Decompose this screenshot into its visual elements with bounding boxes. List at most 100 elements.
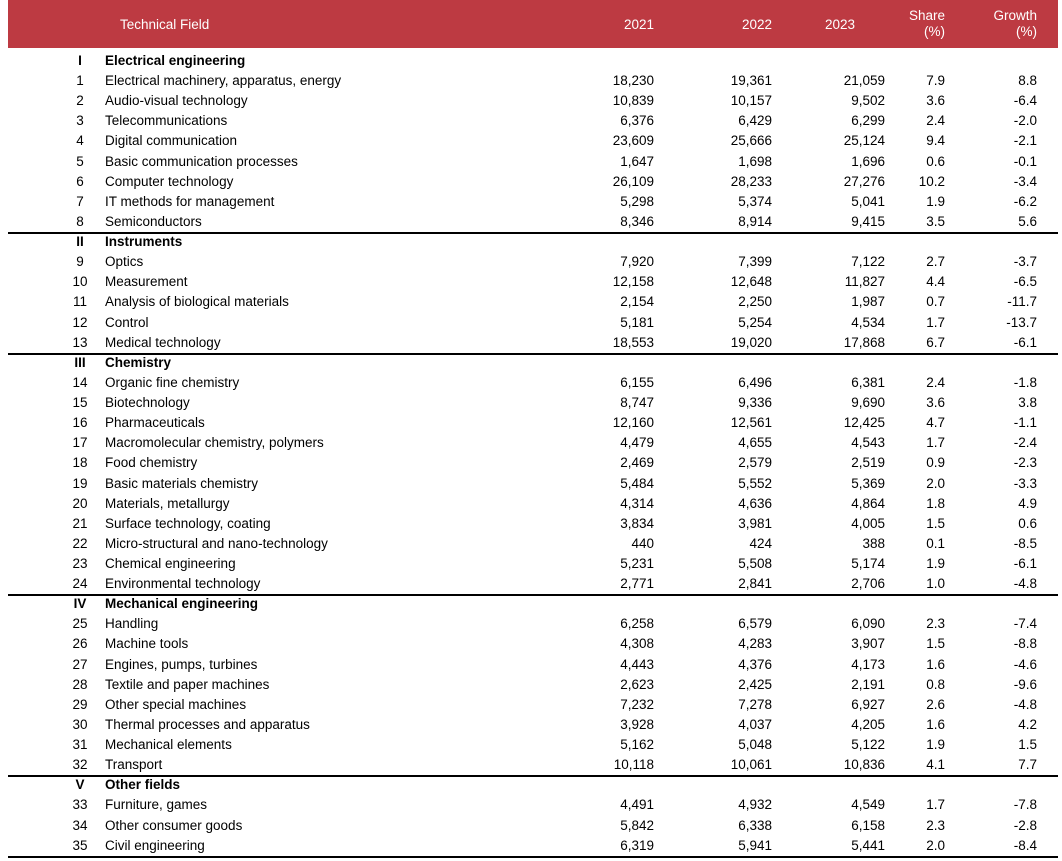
- share: 0.7: [926, 294, 945, 310]
- field-name: Biotechnology: [105, 395, 190, 411]
- growth: -8.8: [1013, 636, 1037, 652]
- value-2022: 6,338: [738, 817, 772, 833]
- value-2021: 4,308: [620, 636, 654, 652]
- growth: -6.4: [1013, 93, 1037, 109]
- value-2023: 2,191: [851, 676, 885, 692]
- field-name: IT methods for management: [105, 193, 275, 209]
- header-bar: [8, 0, 1058, 48]
- value-2022: 19,020: [730, 334, 772, 350]
- value-2022: 6,579: [738, 616, 772, 632]
- value-2022: 4,655: [738, 435, 772, 451]
- share: 7.9: [926, 73, 945, 89]
- value-2021: 26,109: [612, 173, 654, 189]
- field-name: Machine tools: [105, 636, 189, 652]
- value-2022: 5,552: [738, 475, 772, 491]
- row-number: 11: [72, 294, 87, 310]
- share: 6.7: [926, 334, 945, 350]
- value-2023: 9,502: [851, 93, 885, 109]
- value-2023: 11,827: [844, 274, 885, 290]
- value-2021: 440: [631, 535, 654, 551]
- share: 10.2: [918, 173, 945, 189]
- value-2022: 6,496: [738, 374, 772, 390]
- value-2023: 6,927: [851, 696, 885, 712]
- value-2023: 2,519: [851, 455, 885, 471]
- value-2023: 7,122: [851, 254, 885, 270]
- value-2023: 1,987: [851, 294, 885, 310]
- value-2021: 18,230: [612, 73, 654, 89]
- field-name: Analysis of biological materials: [105, 294, 289, 310]
- value-2022: 3,981: [738, 515, 772, 531]
- value-2023: 4,205: [851, 716, 885, 732]
- value-2023: 388: [862, 535, 885, 551]
- value-2023: 6,381: [851, 374, 885, 390]
- row-number: 22: [72, 535, 88, 551]
- share: 2.4: [926, 113, 945, 129]
- row-number: 7: [76, 193, 84, 209]
- field-name: Environmental technology: [105, 576, 261, 592]
- section-rule: [8, 232, 1058, 235]
- field-name: Measurement: [105, 274, 188, 290]
- value-2021: 4,443: [620, 656, 654, 672]
- share: 1.0: [926, 576, 945, 592]
- value-2021: 8,747: [620, 395, 654, 411]
- value-2021: 8,346: [620, 213, 654, 229]
- field-name: Transport: [105, 757, 163, 773]
- field-name: Furniture, games: [105, 797, 208, 813]
- row-number: 33: [72, 797, 88, 813]
- value-2022: 424: [749, 535, 772, 551]
- value-2021: 10,118: [613, 757, 654, 773]
- field-name: Basic communication processes: [105, 153, 298, 169]
- value-2022: 12,648: [730, 274, 772, 290]
- value-2023: 17,868: [843, 334, 885, 350]
- row-number: 8: [76, 213, 84, 229]
- value-2021: 12,160: [612, 415, 654, 431]
- field-name: Mechanical elements: [105, 737, 232, 753]
- value-2022: 2,579: [738, 455, 772, 471]
- section-numeral: II: [76, 234, 84, 250]
- share: 4.7: [926, 415, 945, 431]
- share: 2.4: [926, 374, 945, 390]
- share: 3.5: [926, 213, 945, 229]
- value-2023: 6,158: [851, 817, 885, 833]
- share: 0.6: [926, 153, 945, 169]
- share: 0.8: [926, 676, 945, 692]
- growth: -3.3: [1013, 475, 1037, 491]
- row-number: 2: [76, 93, 84, 109]
- growth: -3.4: [1013, 173, 1037, 189]
- row-number: 1: [76, 73, 84, 89]
- share: 2.3: [926, 616, 945, 632]
- value-2023: 4,543: [851, 435, 885, 451]
- growth: -4.8: [1013, 696, 1037, 712]
- row-number: 10: [72, 274, 88, 290]
- share: 1.7: [926, 435, 945, 451]
- value-2021: 6,319: [620, 837, 654, 853]
- value-2023: 5,041: [851, 193, 885, 209]
- field-name: Basic materials chemistry: [105, 475, 259, 491]
- value-2022: 4,376: [738, 656, 772, 672]
- share: 9.4: [926, 133, 945, 149]
- row-number: 5: [76, 153, 84, 169]
- growth: -2.8: [1013, 817, 1037, 833]
- row-number: 12: [72, 314, 88, 330]
- field-name: Medical technology: [105, 334, 221, 350]
- row-number: 15: [72, 395, 88, 411]
- growth: -6.5: [1013, 274, 1037, 290]
- value-2021: 6,376: [620, 113, 654, 129]
- field-name: Micro-structural and nano-technology: [105, 535, 328, 551]
- value-2021: 2,469: [620, 455, 654, 471]
- value-2023: 9,690: [851, 395, 885, 411]
- value-2023: 4,005: [851, 515, 885, 531]
- value-2023: 4,549: [851, 797, 885, 813]
- share: 4.4: [926, 274, 945, 290]
- value-2021: 4,479: [620, 435, 654, 451]
- section-title: Electrical engineering: [105, 53, 246, 68]
- value-2022: 10,157: [730, 93, 772, 109]
- section-title: Chemistry: [105, 354, 172, 370]
- value-2022: 5,048: [738, 737, 772, 753]
- share: 1.5: [926, 636, 945, 652]
- value-2023: 5,174: [851, 556, 885, 571]
- field-name: Materials, metallurgy: [105, 495, 230, 511]
- value-2021: 7,920: [620, 254, 654, 270]
- growth: -4.8: [1013, 576, 1037, 592]
- header-cell: 2023: [824, 17, 855, 32]
